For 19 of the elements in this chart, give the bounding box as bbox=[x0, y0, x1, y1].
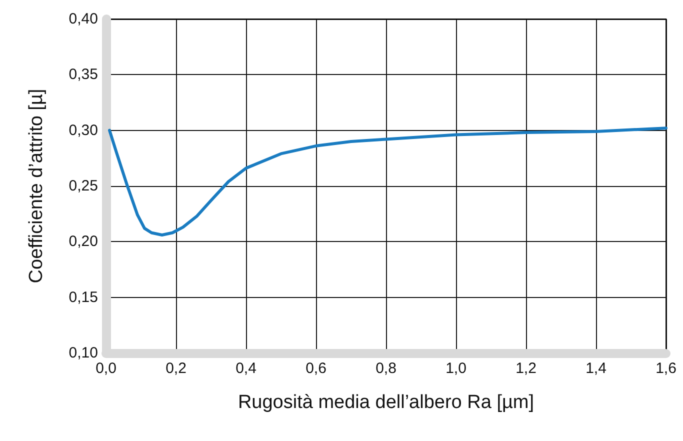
y-tick-label: 0,25 bbox=[68, 178, 98, 194]
x-tick-label: 1,2 bbox=[516, 360, 536, 377]
y-tick-label: 0,40 bbox=[68, 10, 98, 28]
x-tick-label: 1,6 bbox=[656, 360, 676, 377]
x-axis-title: Rugosità media dell’albero Ra [µm] bbox=[238, 392, 534, 413]
x-tick-label: 1,0 bbox=[446, 360, 466, 377]
y-tick-label: 0,10 bbox=[68, 344, 98, 362]
y-tick-label: 0,15 bbox=[68, 288, 98, 306]
y-tick-label: 0,20 bbox=[68, 233, 98, 250]
x-tick-label: 0,4 bbox=[236, 360, 256, 377]
x-tick-label: 1,4 bbox=[586, 360, 606, 377]
y-tick-label: 0,30 bbox=[68, 122, 98, 139]
x-tick-label: 0,6 bbox=[306, 360, 326, 377]
x-tick-label: 0,8 bbox=[376, 360, 396, 377]
y-tick-label: 0,35 bbox=[68, 66, 98, 84]
x-tick-label: 0,2 bbox=[166, 360, 186, 377]
y-axis-title: Coefficiente d’attrito [µ] bbox=[26, 88, 47, 284]
line-series bbox=[108, 126, 668, 236]
x-tick-label: 0,0 bbox=[96, 360, 116, 377]
